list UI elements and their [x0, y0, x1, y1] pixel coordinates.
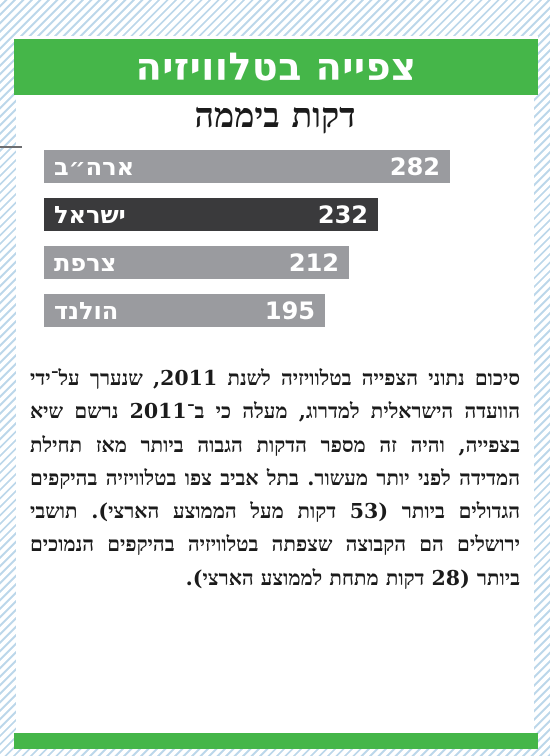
footer-bar — [14, 733, 538, 749]
chart-title: דקות ביממה — [194, 96, 356, 136]
article-text: סיכום נתוני הצפייה בטלוויזיה לשנת 2011, … — [30, 366, 520, 590]
header-title: צפייה בטלוויזיה — [135, 45, 417, 89]
header-banner: צפייה בטלוויזיה — [14, 36, 538, 95]
divider-line — [0, 146, 22, 148]
